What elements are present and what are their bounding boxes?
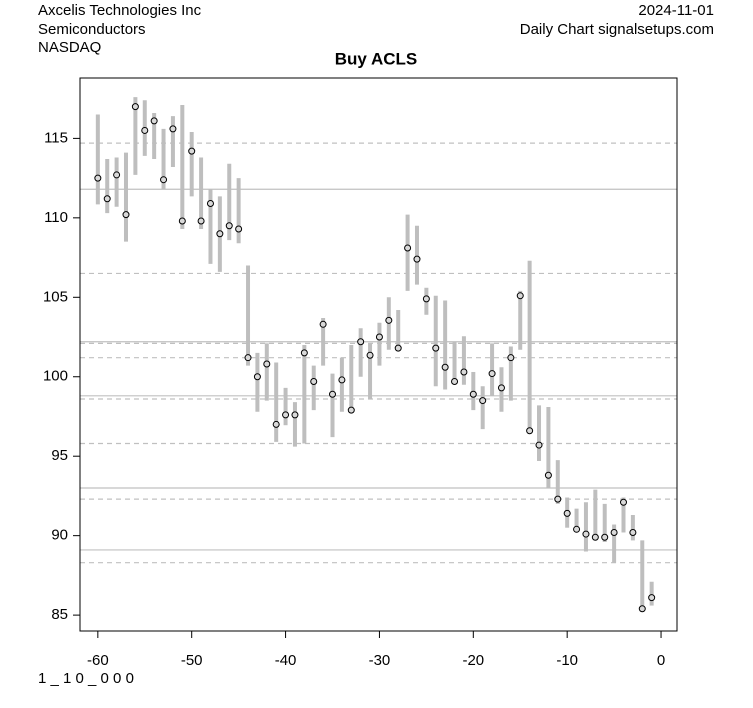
close-dot <box>582 530 590 538</box>
close-dot <box>235 225 243 233</box>
close-dot <box>573 525 581 533</box>
close-dot <box>385 316 393 324</box>
close-dot <box>497 384 505 392</box>
y-tick-label: 95 <box>51 447 68 464</box>
close-dot <box>282 411 290 419</box>
x-tick-label: -10 <box>556 652 578 669</box>
close-dot <box>206 200 214 208</box>
close-dot <box>629 528 637 536</box>
close-dot <box>160 176 168 184</box>
close-dot <box>591 533 599 541</box>
close-dot <box>357 338 365 346</box>
close-dot <box>113 171 121 179</box>
close-dot <box>544 471 552 479</box>
close-dot <box>188 147 196 155</box>
close-dot <box>554 495 562 503</box>
close-dot <box>253 373 261 381</box>
y-tick-label: 90 <box>51 527 68 544</box>
close-dot <box>404 244 412 252</box>
close-dot <box>451 378 459 386</box>
close-dot <box>526 427 534 435</box>
close-dot <box>469 390 477 398</box>
close-dot <box>244 354 252 362</box>
header-right: Daily Chart signalsetups.com <box>520 21 714 38</box>
close-dot <box>638 605 646 613</box>
close-dot <box>178 217 186 225</box>
close-dot <box>310 378 318 386</box>
close-dot <box>422 295 430 303</box>
plot-frame <box>79 77 678 632</box>
x-tick-label: -40 <box>275 652 297 669</box>
y-tick-label: 115 <box>44 129 68 146</box>
close-dot <box>263 360 271 368</box>
x-tick-label: -30 <box>369 652 391 669</box>
close-dot <box>300 349 308 357</box>
y-tick-label: 85 <box>51 606 68 623</box>
y-tick-label: 105 <box>43 288 68 305</box>
close-dot <box>441 363 449 371</box>
close-dot <box>394 344 402 352</box>
close-dot <box>619 498 627 506</box>
x-tick-label: -20 <box>462 652 484 669</box>
x-tick-label: -60 <box>87 652 109 669</box>
close-dot <box>103 195 111 203</box>
close-dot <box>563 509 571 517</box>
footer: 1 _ 1 0 _ 0 0 0 <box>38 670 134 687</box>
close-dot <box>488 370 496 378</box>
close-dot <box>141 126 149 134</box>
close-dot <box>432 344 440 352</box>
close-dot <box>131 103 139 111</box>
close-dot <box>535 441 543 449</box>
close-dot <box>169 125 177 133</box>
close-dot <box>460 368 468 376</box>
header-left: Semiconductors <box>38 21 146 38</box>
header-left: Axcelis Technologies Inc <box>38 2 202 19</box>
header-right: 2024-11-01 <box>638 2 714 19</box>
x-tick-label: 0 <box>657 652 665 669</box>
close-dot <box>347 406 355 414</box>
close-dot <box>338 376 346 384</box>
close-dot <box>319 320 327 328</box>
close-dot <box>610 528 618 536</box>
close-dot <box>225 222 233 230</box>
close-dot <box>516 292 524 300</box>
close-dot <box>272 420 280 428</box>
chart-title: Buy ACLS <box>335 49 418 68</box>
close-dot <box>197 217 205 225</box>
y-tick-label: 100 <box>43 368 68 385</box>
header-left: NASDAQ <box>38 39 101 56</box>
y-tick-label: 110 <box>44 209 68 226</box>
close-dot <box>375 333 383 341</box>
close-dot <box>366 351 374 359</box>
close-dot <box>150 117 158 125</box>
x-tick-label: -50 <box>181 652 203 669</box>
close-dot <box>122 211 130 219</box>
close-dot <box>601 533 609 541</box>
close-dot <box>413 255 421 263</box>
close-dot <box>507 354 515 362</box>
close-dot <box>329 390 337 398</box>
close-dot <box>648 594 656 602</box>
close-dot <box>291 411 299 419</box>
close-dot <box>94 174 102 182</box>
close-dot <box>479 397 487 405</box>
close-dot <box>216 230 224 238</box>
